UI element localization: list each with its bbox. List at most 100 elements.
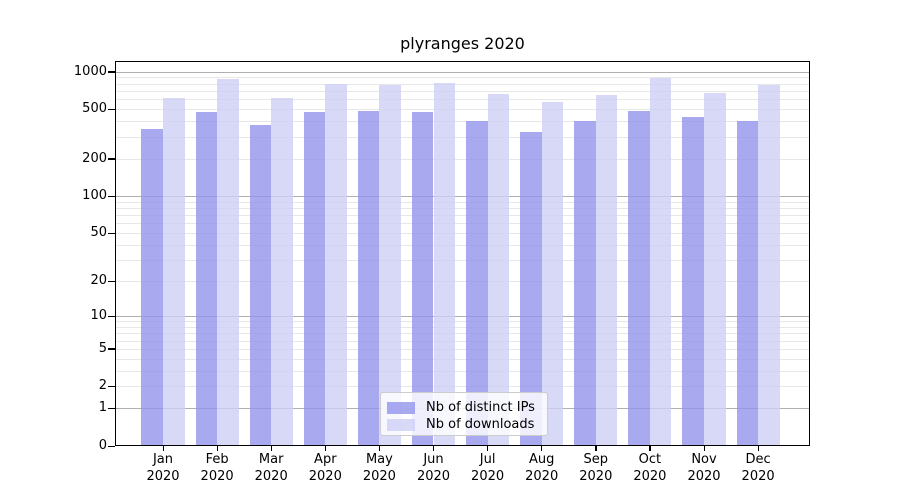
y-tick-mark	[108, 158, 115, 160]
x-tick-label: Mar 2020	[241, 451, 301, 485]
y-tick-label: 1	[98, 400, 107, 416]
y-tick-mark	[108, 407, 115, 410]
y-tick-label: 2	[98, 378, 107, 394]
y-tick-label: 50	[90, 225, 107, 241]
bar-distinct-ips-feb	[195, 111, 218, 446]
gridline-major	[115, 281, 810, 283]
bar-distinct-ips-dec	[736, 120, 759, 446]
y-tick-mark	[108, 445, 115, 447]
gridline-major	[115, 109, 810, 111]
bar-downloads-jul	[487, 94, 510, 446]
bar-distinct-ips-jun	[411, 112, 434, 446]
bar-distinct-ips-may	[357, 110, 380, 446]
x-tick-mark	[216, 446, 218, 451]
gridline-major	[115, 316, 810, 318]
x-tick-mark	[757, 446, 759, 451]
gridline-major	[115, 233, 810, 235]
gridline-minor	[115, 333, 810, 335]
x-tick-year: 2020	[416, 469, 451, 484]
x-tick-label: Apr 2020	[295, 451, 355, 485]
gridline-minor	[115, 244, 810, 246]
bar-downloads-apr	[325, 83, 347, 446]
gridline-minor	[115, 340, 810, 342]
legend-item-distinct-ips: Nb of distinct IPs	[387, 399, 539, 416]
gridline-major	[115, 386, 810, 388]
x-tick-label: Jul 2020	[458, 451, 518, 485]
gridline-minor	[115, 77, 810, 79]
bar-downloads-jun	[433, 82, 456, 446]
x-axis-line	[115, 445, 810, 447]
gridline-major	[115, 158, 810, 160]
legend-label-downloads: Nb of downloads	[426, 417, 535, 432]
gridline-minor	[115, 326, 810, 328]
x-tick-mark	[649, 446, 651, 451]
gridline-minor	[115, 215, 810, 217]
x-tick-mark	[595, 446, 597, 451]
bar-distinct-ips-apr	[303, 111, 326, 446]
x-tick-label: May 2020	[349, 451, 409, 485]
y-tick-mark	[108, 280, 115, 282]
y-tick-label: 20	[90, 273, 107, 289]
bar-distinct-ips-jul	[466, 120, 488, 446]
gridline-minor	[115, 321, 810, 323]
x-tick-month: Feb	[205, 452, 229, 467]
gridline-major	[115, 196, 810, 197]
bar-distinct-ips-jan	[141, 129, 163, 446]
x-tick-mark	[541, 446, 543, 451]
y-tick-mark	[108, 71, 115, 73]
y-tick-mark	[108, 108, 115, 111]
x-tick-month: Apr	[314, 452, 337, 467]
x-tick-mark	[162, 446, 164, 451]
legend: Nb of distinct IPs Nb of downloads	[380, 392, 548, 436]
legend-swatch-distinct-ips	[387, 401, 415, 414]
x-tick-label: Jun 2020	[404, 451, 464, 485]
bar-distinct-ips-mar	[249, 125, 272, 446]
x-tick-year: 2020	[741, 469, 775, 484]
x-tick-label: Aug 2020	[512, 451, 572, 485]
x-tick-year: 2020	[687, 469, 721, 484]
x-tick-mark	[433, 446, 435, 451]
gridline-minor	[115, 99, 810, 101]
x-tick-year: 2020	[254, 469, 288, 484]
x-tick-year: 2020	[146, 469, 180, 484]
x-tick-month: Jul	[479, 452, 496, 467]
plot-spine-left	[115, 61, 116, 446]
y-tick-label: 1000	[73, 63, 107, 79]
gridline-minor	[115, 83, 810, 85]
gridline-minor	[115, 201, 810, 203]
gridline-minor	[115, 358, 810, 360]
legend-item-downloads: Nb of downloads	[387, 416, 539, 433]
x-tick-label: Nov 2020	[674, 451, 734, 485]
plot-area: 0 1 2 5 10 20 50 100 200 500 1000 Jan 2020 Feb 2020 Mar…	[74, 61, 810, 484]
gridline-minor	[115, 136, 810, 138]
y-tick-mark	[108, 232, 115, 234]
x-tick-year: 2020	[471, 469, 505, 484]
x-tick-year: 2020	[362, 469, 396, 484]
bar-distinct-ips-sep	[574, 121, 596, 446]
gridline-major	[115, 348, 810, 350]
bar-downloads-nov	[704, 92, 726, 446]
x-tick-mark	[378, 446, 381, 451]
x-tick-month: Mar	[258, 452, 284, 467]
x-tick-label: Oct 2020	[620, 451, 680, 485]
y-tick-label: 5	[98, 340, 107, 356]
bar-downloads-jan	[163, 98, 185, 446]
bar-distinct-ips-aug	[520, 131, 542, 446]
legend-label-distinct-ips: Nb of distinct IPs	[426, 400, 535, 415]
x-tick-mark	[324, 446, 327, 451]
y-tick-label: 200	[82, 150, 107, 166]
x-tick-month: Jan	[152, 452, 174, 467]
x-tick-month: Dec	[745, 452, 771, 467]
gridline-minor	[115, 121, 810, 123]
x-tick-label: Dec 2020	[728, 451, 788, 485]
bar-downloads-aug	[541, 102, 564, 446]
y-tick-label: 10	[90, 308, 107, 324]
bar-downloads-feb	[217, 78, 239, 446]
x-tick-mark	[703, 446, 705, 451]
plot-spine-right	[809, 61, 810, 446]
bar-downloads-may	[379, 85, 401, 446]
y-tick-label: 500	[82, 101, 107, 117]
y-tick-mark	[108, 195, 115, 197]
x-tick-mark	[487, 446, 489, 451]
